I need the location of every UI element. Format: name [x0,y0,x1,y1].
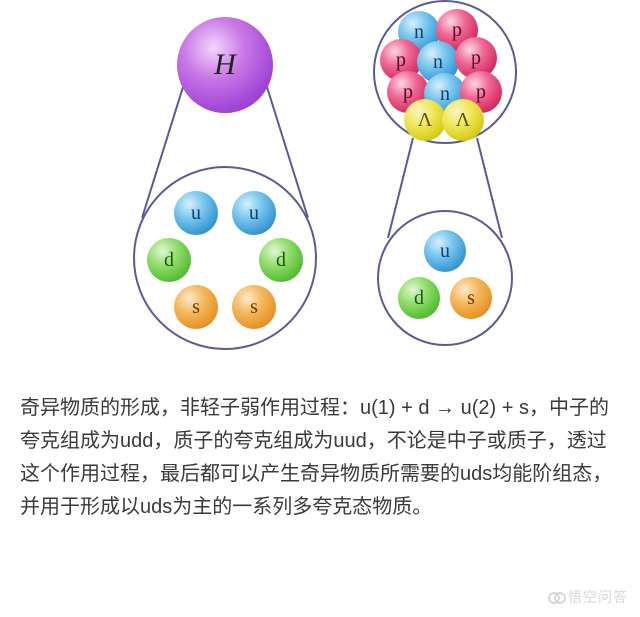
left-quark-s-4: s [174,285,218,329]
left-quark-d-3: d [259,238,303,282]
right-quark-d-1-label: d [414,287,424,310]
left-quark-s-5: s [232,285,276,329]
right-quark-u-0-label: u [440,240,450,263]
right-quark-s-2-label: s [467,287,475,310]
nucleon-n-0-label: n [414,21,424,44]
nucleon-p-5-label: p [403,81,413,104]
nucleon-Λ-9-label: Λ [456,109,471,132]
left-quark-s-5-label: s [250,296,258,319]
nucleon-n-6-label: n [440,83,450,106]
right-quark-s-2: s [450,277,492,319]
left-quark-u-0-label: u [191,202,201,225]
nucleon-p-7-label: p [476,81,486,104]
watermark: 悟空问答 [548,587,628,607]
nucleon-Λ-9: Λ [442,99,484,141]
left-quark-u-1-label: u [249,202,259,225]
left-quark-u-1: u [232,191,276,235]
right-quark-d-1: d [398,277,440,319]
left-quark-s-4-label: s [192,296,200,319]
particle-diagram: HuuddssnppnppnpΛΛuds [0,0,640,380]
nucleon-Λ-8: Λ [404,99,446,141]
nucleon-p-4-label: p [471,47,481,70]
nucleon-p-2-label: p [396,49,406,72]
left-quark-d-3-label: d [276,249,286,272]
watermark-label: 悟空问答 [568,591,628,606]
nucleon-Λ-8-label: Λ [418,109,433,132]
h-sphere: H [177,17,273,113]
caption-text: 奇异物质的形成，非轻子弱作用过程：u(1) + d → u(2) + s，中子的… [20,392,620,524]
left-quark-u-0: u [174,191,218,235]
nucleon-p-1-label: p [452,19,462,42]
left-quark-d-2: d [147,238,191,282]
h-sphere-label: H [214,48,236,82]
watermark-icon [548,592,564,602]
nucleon-n-3-label: n [433,51,443,74]
right-quark-u-0: u [424,230,466,272]
left-quark-d-2-label: d [164,249,174,272]
